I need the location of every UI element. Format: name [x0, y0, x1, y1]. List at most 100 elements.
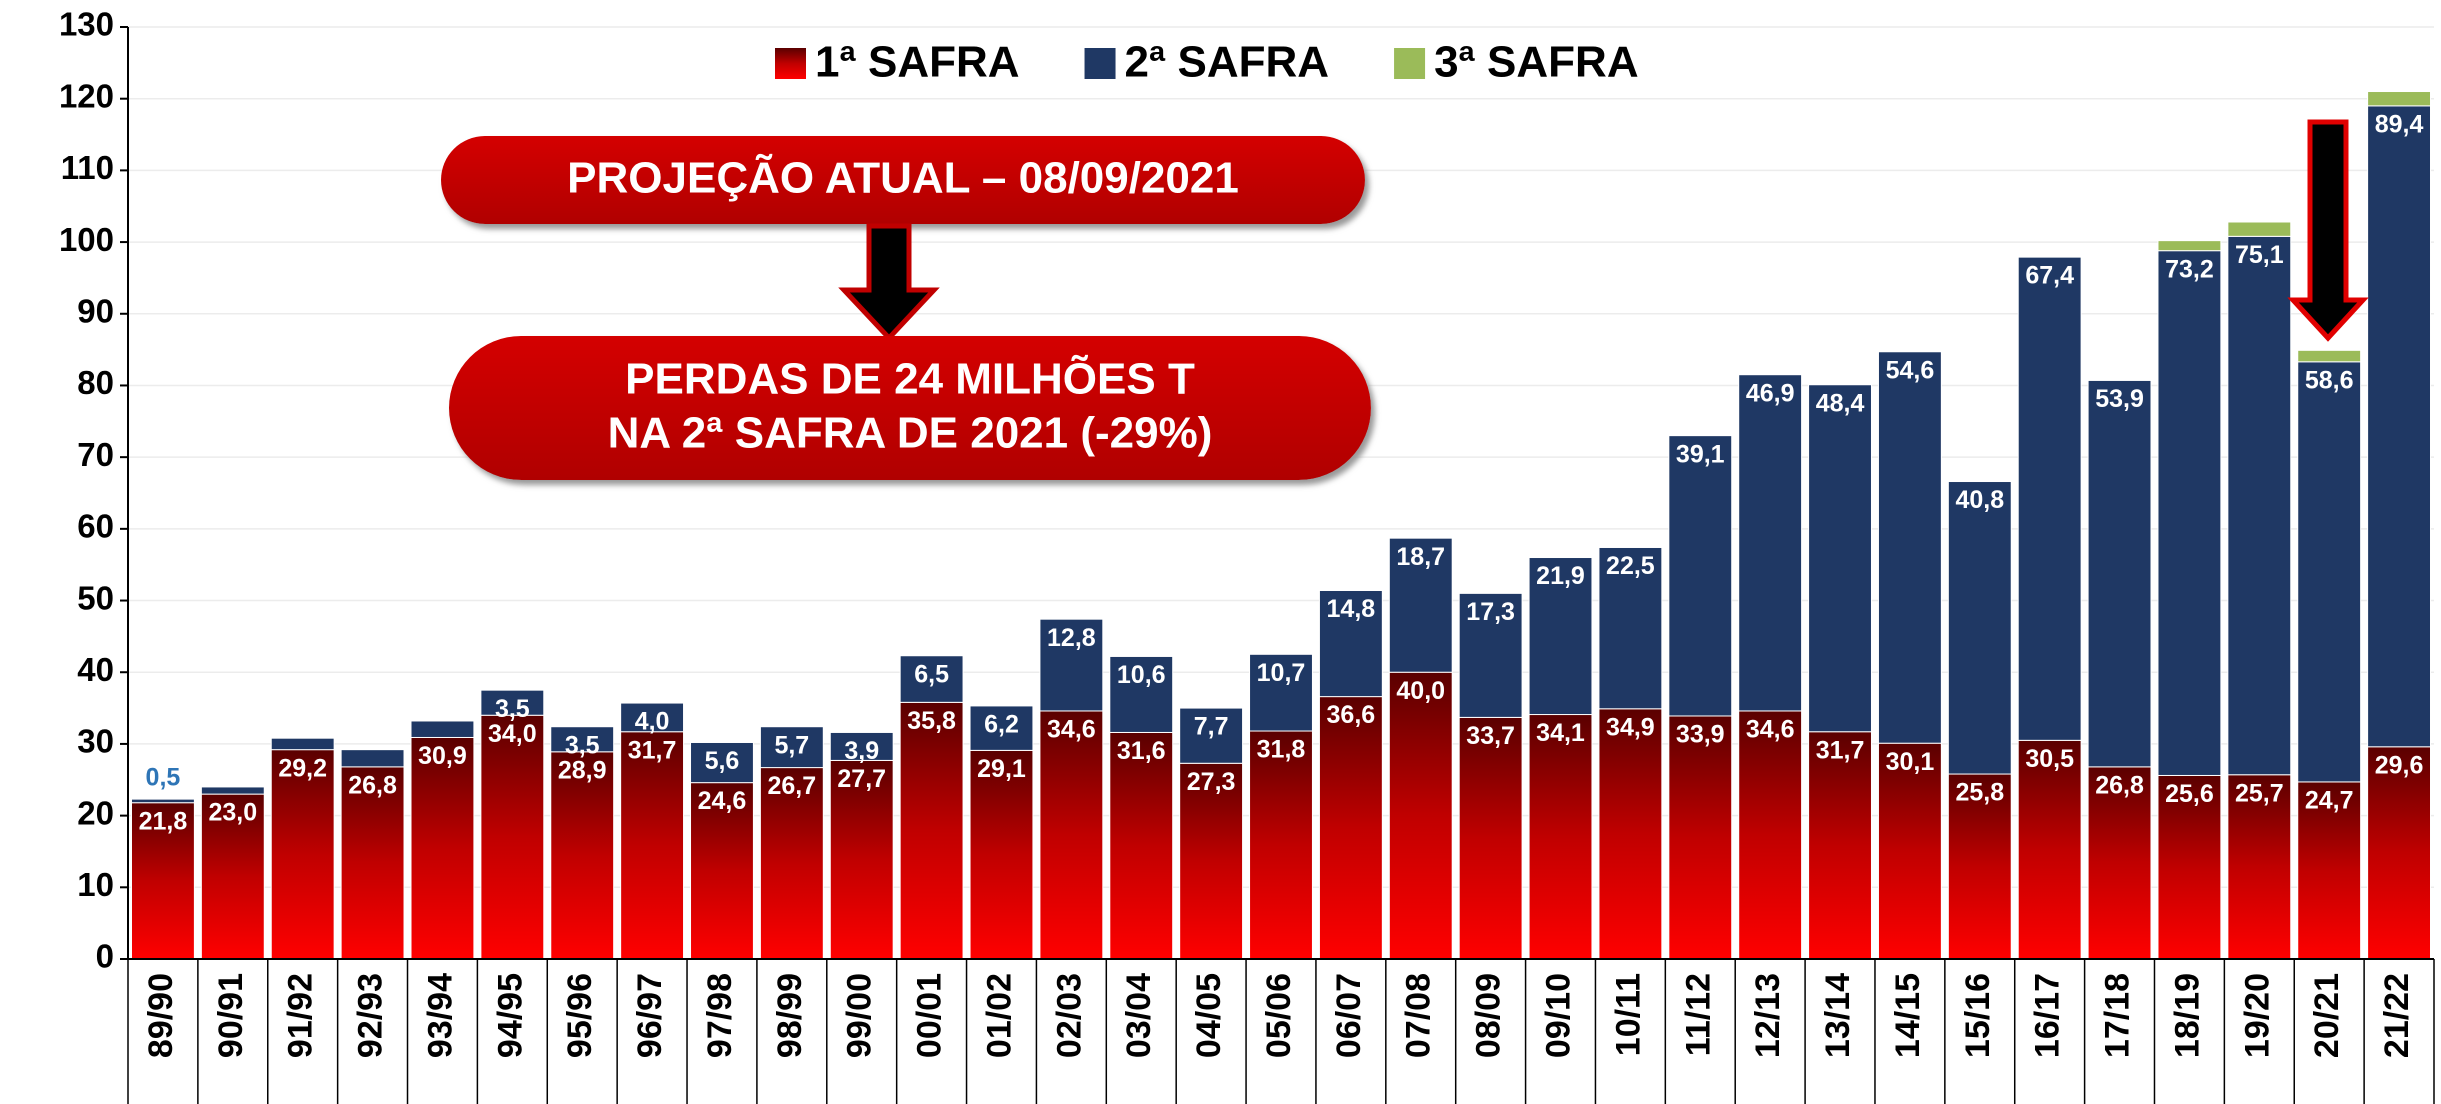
value-label: 23,0 [208, 799, 257, 827]
bar-segment [270, 749, 335, 960]
bar-segment [1738, 710, 1803, 960]
x-tick-label: 98/99 [771, 973, 809, 1058]
value-label: 31,6 [1117, 737, 1166, 765]
y-tick-label: 130 [59, 6, 114, 43]
callout-text: PERDAS DE 24 MILHÕES T [625, 354, 1195, 404]
bar-segment [2157, 774, 2222, 960]
y-tick-label: 100 [59, 221, 114, 258]
value-label: 6,5 [914, 660, 949, 688]
bar-segment [1318, 590, 1383, 698]
bar-segment [1528, 557, 1593, 716]
value-label: 26,8 [2095, 771, 2144, 799]
y-tick-label: 50 [77, 579, 114, 616]
y-tick-label: 60 [77, 508, 114, 545]
bar-segment [1668, 715, 1733, 960]
callout-text: PROJEÇÃO ATUAL – 08/09/2021 [567, 153, 1239, 203]
bar-segment [1318, 696, 1383, 960]
value-label: 30,1 [1886, 748, 1935, 776]
bar-segment [2367, 746, 2432, 960]
value-label: 34,6 [1746, 716, 1795, 744]
y-tick-label: 70 [77, 436, 114, 473]
y-tick-label: 10 [77, 866, 114, 903]
value-label: 89,4 [2375, 110, 2424, 138]
legend-label: 3ª SAFRA [1434, 38, 1639, 87]
bar-segment [1039, 618, 1104, 712]
value-label: 6,2 [984, 711, 1019, 739]
value-label: 26,8 [348, 771, 397, 799]
bar-segment [270, 737, 335, 751]
bar-segment [829, 759, 894, 960]
y-tick-label: 90 [77, 292, 114, 329]
value-label: 25,6 [2165, 780, 2214, 808]
bar-segment [690, 741, 754, 784]
bar-segment [1388, 671, 1453, 960]
bar-segment [480, 714, 545, 960]
value-label: 10,6 [1117, 661, 1166, 689]
bar-segment [1179, 707, 1244, 764]
x-tick-label: 12/13 [1749, 973, 1787, 1058]
value-label: 31,8 [1257, 736, 1306, 764]
value-label: 26,7 [768, 772, 817, 800]
bar-segment [2017, 739, 2082, 960]
x-tick-label: 20/21 [2308, 973, 2346, 1058]
x-tick-label: 15/16 [1959, 973, 1997, 1058]
x-tick-label: 06/07 [1330, 973, 1368, 1058]
value-label: 17,3 [1466, 598, 1515, 626]
bar-segment [130, 798, 195, 804]
value-label: 40,0 [1396, 677, 1445, 705]
bar-segment [1947, 481, 2012, 775]
value-label: 7,7 [1194, 713, 1229, 741]
value-label: 25,7 [2235, 779, 2284, 807]
value-label: 5,7 [774, 731, 809, 759]
value-label: 12,8 [1047, 624, 1096, 652]
x-tick-label: 18/19 [2168, 973, 2206, 1058]
bar-segment [2227, 235, 2292, 776]
bar-segment [1388, 537, 1453, 673]
bar-segment [969, 749, 1034, 960]
bar-segment [480, 689, 545, 716]
value-label: 36,6 [1327, 701, 1376, 729]
x-tick-label: 91/92 [282, 973, 320, 1058]
value-label: 18,7 [1396, 543, 1445, 571]
bar-segment [130, 802, 195, 960]
arrow [2287, 119, 2369, 342]
value-label: 34,1 [1536, 719, 1585, 747]
bar-segment [340, 749, 405, 768]
x-tick-label: 03/04 [1120, 973, 1158, 1058]
bar-segment [1039, 710, 1104, 960]
value-label: 24,7 [2305, 787, 2354, 815]
value-label: 21,9 [1536, 562, 1585, 590]
value-label: 0,5 [146, 764, 181, 792]
bar-segment [1458, 592, 1523, 718]
x-tick-label: 17/18 [2099, 973, 2137, 1058]
bar-segment [2297, 361, 2362, 783]
value-label: 39,1 [1676, 440, 1725, 468]
bar-segment [1109, 655, 1174, 733]
value-label: 3,5 [565, 731, 600, 759]
x-tick-label: 08/09 [1470, 973, 1508, 1058]
legend-swatch [1394, 48, 1426, 79]
bar-segment [1249, 653, 1313, 732]
x-tick-label: 94/95 [491, 973, 529, 1058]
value-label: 21,8 [139, 807, 188, 835]
bar-segment [2367, 105, 2432, 748]
value-label: 34,9 [1606, 713, 1655, 741]
bar-segment [899, 655, 964, 703]
value-label: 22,5 [1606, 552, 1655, 580]
bar-segment [969, 705, 1034, 751]
bar-segment [1528, 714, 1593, 960]
x-tick-label: 97/98 [701, 973, 739, 1058]
x-tick-label: 02/03 [1050, 973, 1088, 1058]
x-tick-label: 00/01 [911, 973, 949, 1058]
value-label: 5,6 [705, 747, 740, 775]
bar-segment [200, 793, 265, 960]
bar-segment [2087, 379, 2152, 768]
legend-label: 1ª SAFRA [815, 38, 1020, 87]
bar-segment [620, 702, 685, 733]
x-tick-label: 16/17 [2029, 973, 2067, 1058]
value-label: 30,9 [418, 742, 467, 770]
value-label: 25,8 [1955, 779, 2004, 807]
y-tick-label: 30 [77, 723, 114, 760]
bar-segment [899, 701, 964, 960]
x-tick-label: 93/94 [421, 973, 459, 1058]
